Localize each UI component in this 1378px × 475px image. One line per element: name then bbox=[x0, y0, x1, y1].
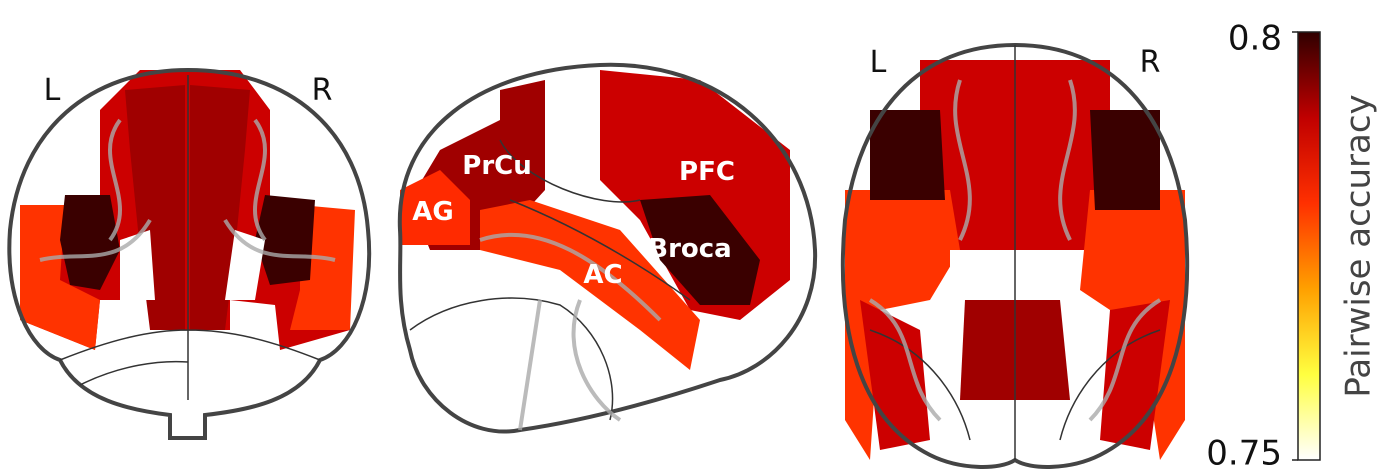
right-label: R bbox=[312, 73, 333, 108]
colorbar-tick-label: 0.8 bbox=[1228, 19, 1282, 59]
activation bbox=[480, 200, 700, 370]
region-label: Broca bbox=[648, 234, 731, 264]
colorbar-scale bbox=[1297, 31, 1321, 461]
outline bbox=[409, 139, 691, 421]
outline bbox=[868, 79, 1162, 422]
gap bbox=[545, 80, 600, 190]
outline bbox=[7, 67, 372, 440]
activation bbox=[845, 190, 1185, 460]
outline bbox=[479, 232, 662, 431]
activation bbox=[125, 85, 250, 330]
region-label: PFC bbox=[679, 157, 735, 187]
activation bbox=[400, 170, 470, 245]
activation bbox=[640, 195, 760, 305]
region-label: AC bbox=[583, 260, 622, 290]
right-label: R bbox=[1140, 45, 1161, 80]
region-label: PrCu bbox=[462, 151, 531, 181]
outline bbox=[397, 62, 818, 434]
sagittal-view: PrCu PFC AG Broca AC bbox=[397, 62, 818, 434]
region-label: AG bbox=[412, 197, 453, 227]
colorbar: Pairwise accuracy 0.75 0.8 bbox=[1206, 19, 1378, 474]
colorbar-label: Pairwise accuracy bbox=[1339, 94, 1378, 397]
left-label: L bbox=[44, 73, 61, 108]
axial-view: L R bbox=[840, 42, 1190, 469]
outline bbox=[869, 45, 1161, 460]
outline bbox=[39, 118, 336, 262]
gap bbox=[120, 230, 265, 300]
colorbar-tick-label: 0.75 bbox=[1206, 434, 1282, 474]
activation bbox=[20, 205, 355, 350]
left-label: L bbox=[870, 45, 887, 80]
outline bbox=[59, 75, 321, 400]
coronal-view: L R bbox=[7, 67, 372, 440]
activation bbox=[870, 110, 1160, 210]
